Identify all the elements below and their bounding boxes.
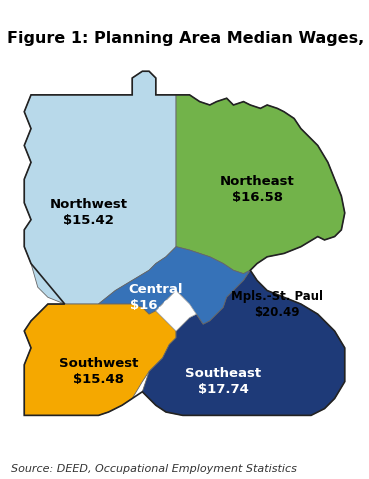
Text: Northwest
$15.42: Northwest $15.42: [49, 198, 127, 228]
Polygon shape: [99, 247, 250, 324]
Text: Southwest
$15.48: Southwest $15.48: [59, 357, 138, 386]
Text: Central
$16.66: Central $16.66: [128, 283, 183, 312]
Text: Mpls.-St. Paul
$20.49: Mpls.-St. Paul $20.49: [231, 289, 323, 319]
Polygon shape: [156, 291, 196, 331]
Polygon shape: [24, 71, 176, 304]
Polygon shape: [24, 304, 176, 415]
Polygon shape: [176, 95, 345, 274]
Polygon shape: [142, 270, 345, 415]
Text: Source: DEED, Occupational Employment Statistics: Source: DEED, Occupational Employment St…: [11, 464, 297, 474]
Text: Southeast
$17.74: Southeast $17.74: [185, 367, 261, 396]
Text: Northeast
$16.58: Northeast $16.58: [220, 175, 294, 204]
Text: Figure 1: Planning Area Median Wages, 2015: Figure 1: Planning Area Median Wages, 20…: [7, 31, 369, 46]
